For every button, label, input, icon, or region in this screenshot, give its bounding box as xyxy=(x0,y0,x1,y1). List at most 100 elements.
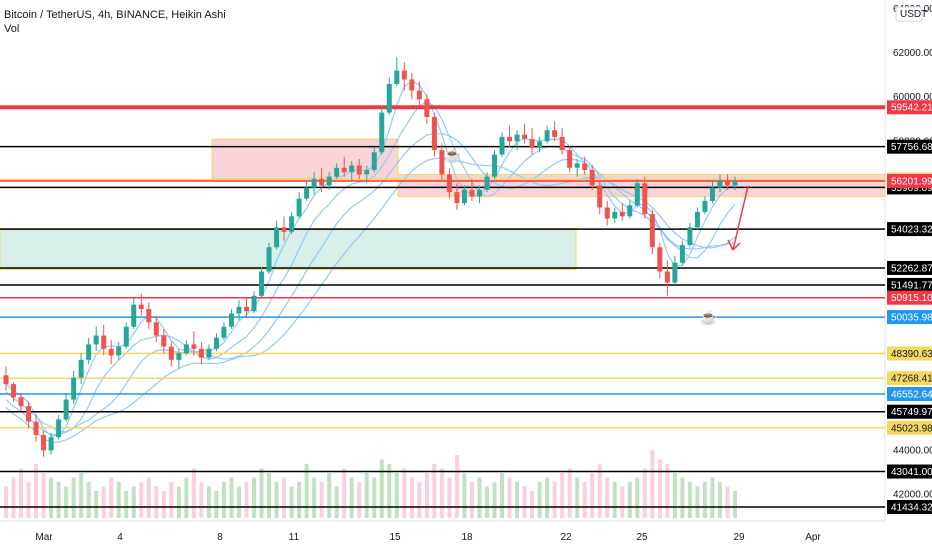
candle-body[interactable] xyxy=(507,136,513,142)
candle-body[interactable] xyxy=(304,187,310,199)
candle-body[interactable] xyxy=(544,130,550,142)
price-tag[interactable] xyxy=(887,290,932,305)
candle-body[interactable] xyxy=(319,178,325,186)
candle-body[interactable] xyxy=(627,205,633,217)
candle-body[interactable] xyxy=(63,399,69,420)
candle-body[interactable] xyxy=(409,79,415,91)
candle-body[interactable] xyxy=(334,167,340,177)
price-tag[interactable] xyxy=(887,346,932,361)
candle-body[interactable] xyxy=(687,227,693,246)
candle-body[interactable] xyxy=(206,348,212,358)
candle-body[interactable] xyxy=(326,176,332,186)
candle-body[interactable] xyxy=(153,322,159,336)
candle-body[interactable] xyxy=(589,169,595,186)
candle-body[interactable] xyxy=(529,139,535,148)
candle-body[interactable] xyxy=(619,211,625,217)
candle-body[interactable] xyxy=(356,165,362,175)
candle-body[interactable] xyxy=(431,117,437,151)
candle-body[interactable] xyxy=(78,359,84,378)
candle-body[interactable] xyxy=(522,134,528,140)
candle-body[interactable] xyxy=(574,163,580,168)
candle-body[interactable] xyxy=(236,306,242,314)
price-tag[interactable] xyxy=(887,310,932,325)
candle-body[interactable] xyxy=(198,348,204,358)
candle-body[interactable] xyxy=(672,262,678,283)
candle-body[interactable] xyxy=(679,245,685,263)
candle-body[interactable] xyxy=(709,187,715,201)
candle-body[interactable] xyxy=(597,185,603,208)
candle-body[interactable] xyxy=(281,227,287,232)
candle-body[interactable] xyxy=(732,181,738,186)
candle-body[interactable] xyxy=(243,306,249,312)
candle-body[interactable] xyxy=(183,344,189,354)
candle-body[interactable] xyxy=(221,326,227,338)
candle-body[interactable] xyxy=(582,163,588,170)
price-tag[interactable] xyxy=(887,499,932,514)
candle-body[interactable] xyxy=(108,348,114,356)
price-tag[interactable] xyxy=(887,420,932,435)
candle-body[interactable] xyxy=(499,136,505,155)
candle-body[interactable] xyxy=(424,99,430,118)
candle-body[interactable] xyxy=(657,247,663,272)
candle-body[interactable] xyxy=(168,346,174,360)
candle-body[interactable] xyxy=(3,375,9,385)
candle-body[interactable] xyxy=(116,346,122,356)
candle-body[interactable] xyxy=(146,309,152,323)
candle-body[interactable] xyxy=(274,227,280,248)
candle-body[interactable] xyxy=(537,141,543,148)
candle-body[interactable] xyxy=(86,344,92,360)
candle-body[interactable] xyxy=(18,397,24,407)
candle-body[interactable] xyxy=(717,181,723,188)
price-tag[interactable] xyxy=(887,387,932,402)
price-tag[interactable] xyxy=(887,222,932,237)
price-tag[interactable] xyxy=(887,139,932,154)
price-tag[interactable] xyxy=(887,277,932,292)
candle-body[interactable] xyxy=(461,189,467,204)
candle-body[interactable] xyxy=(724,181,730,186)
candle-body[interactable] xyxy=(11,384,17,398)
indicator-label[interactable]: Vol xyxy=(4,23,20,35)
candle-body[interactable] xyxy=(567,150,573,168)
candle-body[interactable] xyxy=(131,304,137,327)
candle-body[interactable] xyxy=(454,192,460,204)
price-axis[interactable] xyxy=(885,0,932,550)
candle-body[interactable] xyxy=(664,271,670,283)
price-tag[interactable] xyxy=(887,404,932,419)
price-tag[interactable] xyxy=(887,371,932,386)
candle-body[interactable] xyxy=(492,154,498,177)
candle-body[interactable] xyxy=(266,247,272,272)
candle-body[interactable] xyxy=(604,207,610,219)
symbol-title[interactable]: Bitcoin / TetherUS, 4h, BINANCE, Heikin … xyxy=(4,9,226,21)
candle-body[interactable] xyxy=(694,211,700,228)
candle-body[interactable] xyxy=(213,337,219,349)
candle-body[interactable] xyxy=(439,150,445,175)
candle-body[interactable] xyxy=(56,419,62,438)
candle-body[interactable] xyxy=(48,437,54,451)
candle-body[interactable] xyxy=(251,295,257,312)
candle-body[interactable] xyxy=(612,211,618,219)
price-tag[interactable] xyxy=(887,260,932,275)
candle-body[interactable] xyxy=(176,353,182,360)
candle-body[interactable] xyxy=(191,344,197,349)
candle-body[interactable] xyxy=(469,189,475,197)
candle-body[interactable] xyxy=(71,377,77,400)
candle-body[interactable] xyxy=(364,169,370,175)
candle-body[interactable] xyxy=(642,183,648,215)
candle-body[interactable] xyxy=(484,176,490,190)
candle-body[interactable] xyxy=(371,152,377,170)
candle-body[interactable] xyxy=(476,189,482,197)
candle-body[interactable] xyxy=(379,112,385,153)
candle-body[interactable] xyxy=(161,335,167,347)
candle-body[interactable] xyxy=(394,70,400,84)
candle-body[interactable] xyxy=(401,70,407,80)
price-tag[interactable] xyxy=(887,464,932,479)
candle-body[interactable] xyxy=(702,200,708,212)
currency-box[interactable] xyxy=(895,6,923,22)
candle-body[interactable] xyxy=(228,313,234,327)
candle-body[interactable] xyxy=(41,434,47,451)
candle-body[interactable] xyxy=(138,304,144,310)
candle-body[interactable] xyxy=(259,271,265,296)
candle-body[interactable] xyxy=(649,214,655,248)
candle-body[interactable] xyxy=(33,421,39,435)
candle-body[interactable] xyxy=(101,335,107,349)
